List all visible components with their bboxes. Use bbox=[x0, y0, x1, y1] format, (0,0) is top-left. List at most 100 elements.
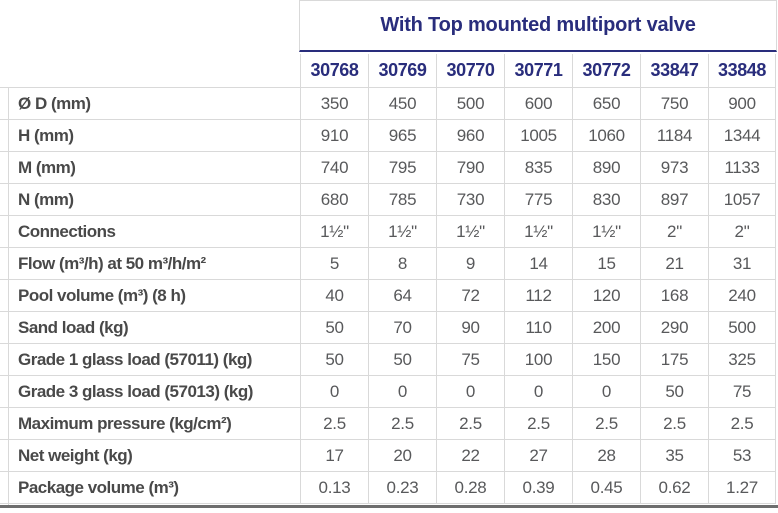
cell-value: 1060 bbox=[572, 120, 640, 151]
cell-value: 1½" bbox=[504, 216, 572, 247]
cell-value: 112 bbox=[504, 280, 572, 311]
cell-value: 775 bbox=[504, 184, 572, 215]
cell-value: 2.5 bbox=[708, 408, 776, 439]
cell-value: 50 bbox=[368, 344, 436, 375]
cell-value: 290 bbox=[640, 312, 708, 343]
cell-value: 240 bbox=[708, 280, 776, 311]
cell-value: 5 bbox=[300, 248, 368, 279]
cell-value: 910 bbox=[300, 120, 368, 151]
cell-value: 14 bbox=[504, 248, 572, 279]
table-row: Maximum pressure (kg/cm²) 2.5 2.5 2.5 2.5 2.5… bbox=[0, 408, 776, 440]
table-row: Grade 3 glass load (57013) (kg) 0 0 0 0 0 50 75 bbox=[0, 376, 776, 408]
table-row: Ø D (mm) 350 450 500 600 650 750 900 bbox=[0, 88, 776, 120]
table-row: N (mm) 680 785 730 775 830 897 1057 bbox=[0, 184, 776, 216]
table-row: Connections 1½" 1½" 1½" 1½" 1½" 2" 2" bbox=[0, 216, 776, 248]
cell-value: 450 bbox=[368, 88, 436, 119]
row-label: Pool volume (m³) (8 h) bbox=[18, 285, 186, 305]
cell-value: 795 bbox=[368, 152, 436, 183]
cell-value: 900 bbox=[708, 88, 776, 119]
cell-value: 2.5 bbox=[300, 408, 368, 439]
cell-value: 20 bbox=[368, 440, 436, 471]
column-header: 30771 bbox=[504, 54, 572, 87]
table-row: Package volume (m³) 0.13 0.23 0.28 0.39 0.45 0… bbox=[0, 472, 776, 504]
cell-value: 897 bbox=[640, 184, 708, 215]
cell-value: 2" bbox=[640, 216, 708, 247]
column-header: 30769 bbox=[368, 54, 436, 87]
cell-value: 70 bbox=[368, 312, 436, 343]
row-label: Flow (m³/h) at 50 m³/h/m² bbox=[18, 253, 206, 273]
cell-value: 120 bbox=[572, 280, 640, 311]
cell-value: 110 bbox=[504, 312, 572, 343]
cell-value: 1½" bbox=[368, 216, 436, 247]
cell-value: 0 bbox=[436, 376, 504, 407]
row-label: Grade 3 glass load (57013) (kg) bbox=[18, 381, 253, 401]
cell-value: 1344 bbox=[708, 120, 776, 151]
row-label: H (mm) bbox=[18, 125, 74, 145]
page-title: With Top mounted multiport valve bbox=[380, 14, 696, 36]
cell-value: 2.5 bbox=[504, 408, 572, 439]
cell-value: 72 bbox=[436, 280, 504, 311]
column-header: 30768 bbox=[300, 54, 368, 87]
cell-value: 1005 bbox=[504, 120, 572, 151]
column-header: 30770 bbox=[436, 54, 504, 87]
cell-value: 31 bbox=[708, 248, 776, 279]
cell-value: 785 bbox=[368, 184, 436, 215]
row-label: Grade 1 glass load (57011) (kg) bbox=[18, 349, 252, 369]
table-body: Ø D (mm) 350 450 500 600 650 750 900 H (mm) 910 96… bbox=[0, 88, 776, 504]
cell-value: 0 bbox=[300, 376, 368, 407]
cell-value: 600 bbox=[504, 88, 572, 119]
column-header-row: 30768 30769 30770 30771 30772 33847 33848 bbox=[0, 54, 776, 88]
cell-value: 0.23 bbox=[368, 472, 436, 503]
cell-value: 15 bbox=[572, 248, 640, 279]
cell-value: 75 bbox=[436, 344, 504, 375]
cell-value: 680 bbox=[300, 184, 368, 215]
cell-value: 650 bbox=[572, 88, 640, 119]
table-row: Pool volume (m³) (8 h) 40 64 72 112 120 168 240 bbox=[0, 280, 776, 312]
cell-value: 830 bbox=[572, 184, 640, 215]
cell-value: 1133 bbox=[708, 152, 776, 183]
cell-value: 50 bbox=[300, 344, 368, 375]
column-header: 33848 bbox=[708, 54, 776, 87]
row-label: Ø D (mm) bbox=[18, 93, 91, 113]
cell-value: 200 bbox=[572, 312, 640, 343]
cell-value: 0 bbox=[572, 376, 640, 407]
cell-value: 53 bbox=[708, 440, 776, 471]
cell-value: 1½" bbox=[436, 216, 504, 247]
cell-value: 325 bbox=[708, 344, 776, 375]
cell-value: 100 bbox=[504, 344, 572, 375]
row-label: Connections bbox=[18, 221, 116, 241]
cell-value: 0.13 bbox=[300, 472, 368, 503]
cell-value: 2.5 bbox=[436, 408, 504, 439]
cell-value: 1057 bbox=[708, 184, 776, 215]
row-label: N (mm) bbox=[18, 189, 74, 209]
column-header: 33847 bbox=[640, 54, 708, 87]
cell-value: 175 bbox=[640, 344, 708, 375]
cell-value: 0.28 bbox=[436, 472, 504, 503]
cell-value: 1½" bbox=[572, 216, 640, 247]
cell-value: 40 bbox=[300, 280, 368, 311]
cell-value: 2.5 bbox=[572, 408, 640, 439]
cell-value: 0.39 bbox=[504, 472, 572, 503]
header-spacer bbox=[0, 54, 300, 87]
cell-value: 835 bbox=[504, 152, 572, 183]
left-border-rule bbox=[8, 88, 9, 505]
cell-value: 500 bbox=[436, 88, 504, 119]
cell-value: 1.27 bbox=[708, 472, 776, 503]
row-label: M (mm) bbox=[18, 157, 76, 177]
row-label: Net weight (kg) bbox=[18, 445, 133, 465]
table-bottom-rule bbox=[0, 505, 778, 508]
cell-value: 890 bbox=[572, 152, 640, 183]
cell-value: 2" bbox=[708, 216, 776, 247]
row-label: Sand load (kg) bbox=[18, 317, 129, 337]
cell-value: 150 bbox=[572, 344, 640, 375]
cell-value: 0 bbox=[368, 376, 436, 407]
table-row: Grade 1 glass load (57011) (kg) 50 50 75 100… bbox=[0, 344, 776, 376]
cell-value: 21 bbox=[640, 248, 708, 279]
cell-value: 740 bbox=[300, 152, 368, 183]
cell-value: 50 bbox=[640, 376, 708, 407]
cell-value: 28 bbox=[572, 440, 640, 471]
cell-value: 973 bbox=[640, 152, 708, 183]
table-row: Flow (m³/h) at 50 m³/h/m² 5 8 9 14 15 21 31 bbox=[0, 248, 776, 280]
cell-value: 0.45 bbox=[572, 472, 640, 503]
